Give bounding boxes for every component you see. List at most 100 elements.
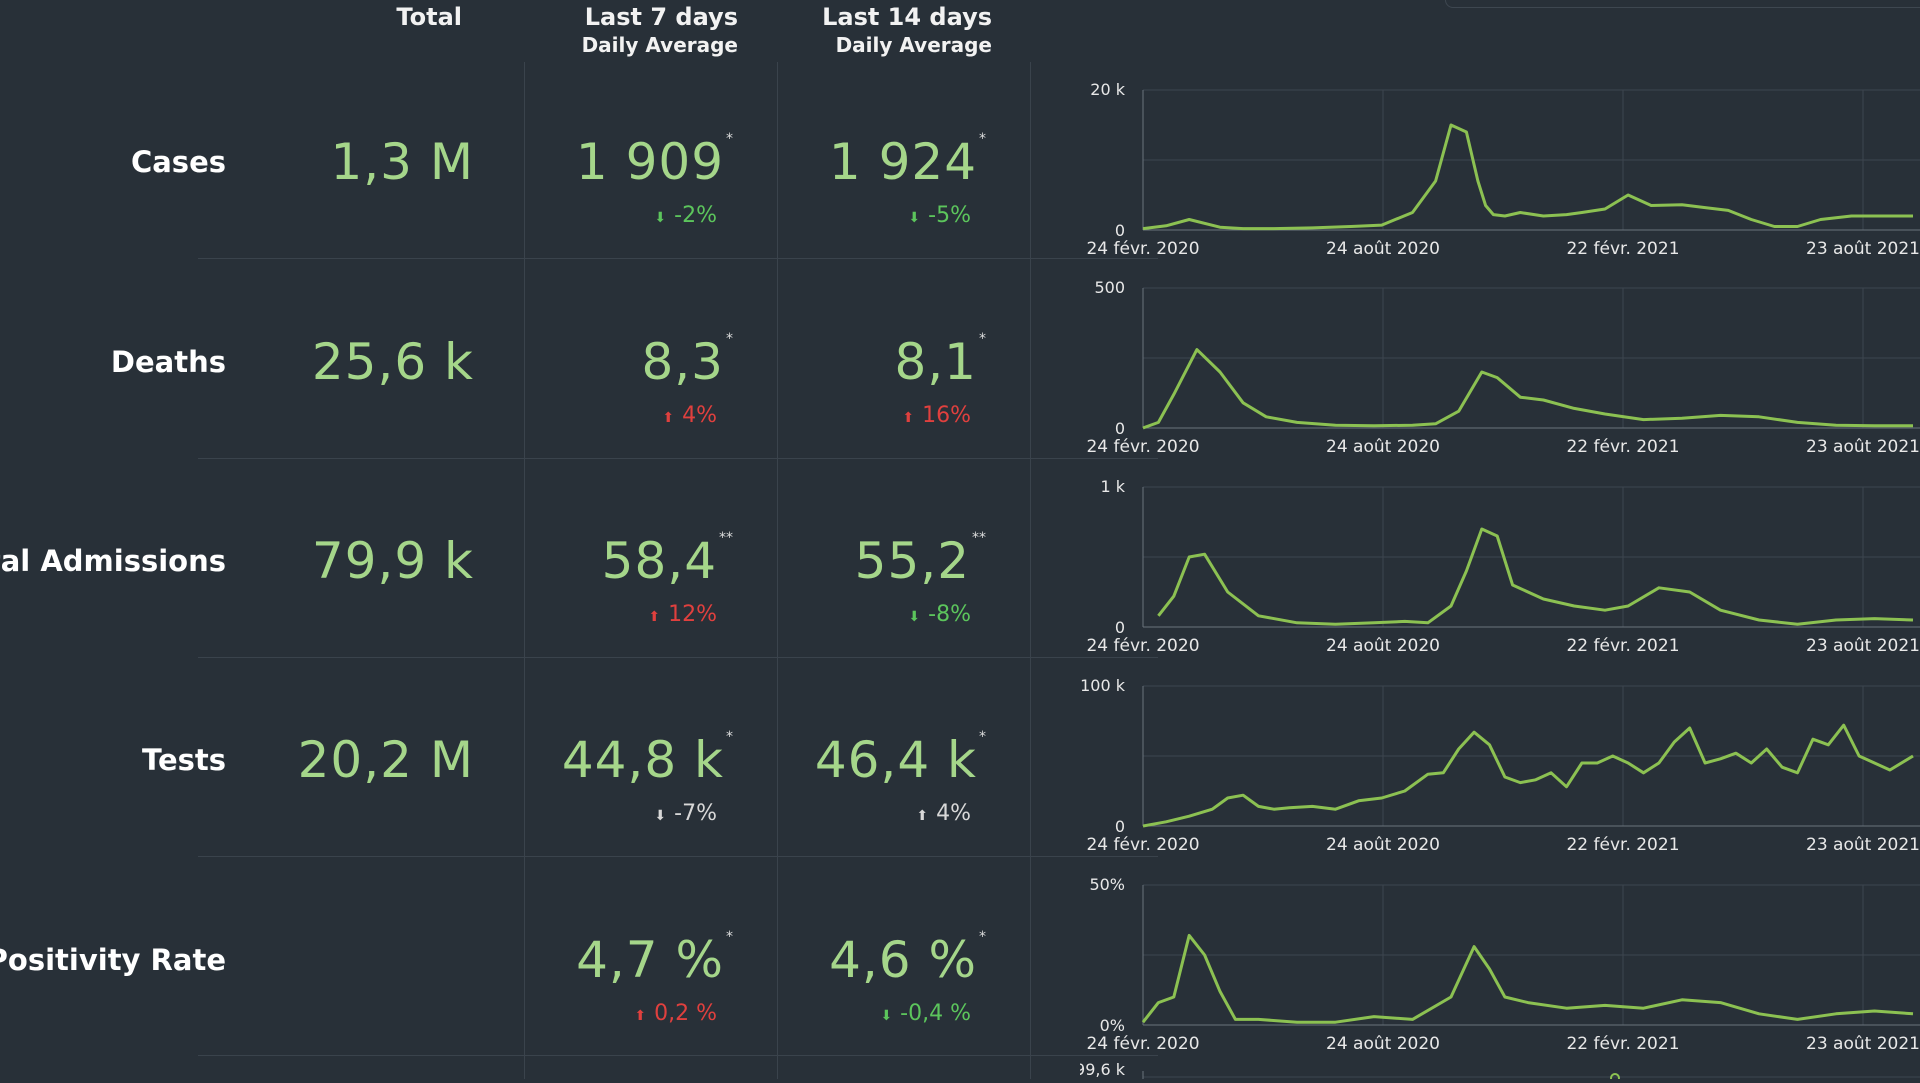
metric-total: 79,9 k bbox=[311, 532, 474, 590]
last7-value: 58,4 ** bbox=[601, 530, 733, 590]
last14-value-text: 55,2 bbox=[854, 532, 970, 590]
x-tick-label: 23 août 2021 bbox=[1806, 636, 1920, 656]
x-tick-label: 24 févr. 2020 bbox=[1086, 437, 1199, 457]
x-tick-label: 24 févr. 2020 bbox=[1086, 636, 1199, 656]
arrow-down-icon: ⬇ bbox=[908, 210, 921, 226]
header-last7-label: Last 7 days bbox=[584, 3, 738, 31]
arrow-down-icon: ⬇ bbox=[908, 609, 921, 625]
last7-value: 8,3 * bbox=[641, 331, 733, 391]
x-tick-label: 23 août 2021 bbox=[1806, 437, 1920, 457]
series-line bbox=[1142, 123, 1913, 231]
last7-change: ⬆ 4% bbox=[662, 403, 717, 428]
series-line bbox=[1141, 933, 1914, 1024]
row-divider bbox=[198, 1055, 1158, 1056]
last7-value: 44,8 k * bbox=[561, 729, 733, 789]
metric-label: Cases bbox=[130, 145, 226, 179]
last14-change: ⬇ -8% bbox=[908, 602, 971, 627]
footnote-marker: ** bbox=[972, 530, 986, 546]
row-divider bbox=[198, 258, 1158, 259]
metric-total: 20,2 M bbox=[297, 731, 474, 789]
arrow-up-icon: ⬆ bbox=[634, 1008, 647, 1024]
arrow-down-icon: ⬇ bbox=[654, 210, 667, 226]
last7-change: ⬆ 12% bbox=[648, 602, 717, 627]
x-tick-label: 24 août 2020 bbox=[1326, 636, 1440, 656]
y-tick-label: 20 k bbox=[1090, 80, 1125, 99]
last7-value-text: 1 909 bbox=[575, 133, 724, 191]
last14-value: 46,4 k * bbox=[814, 729, 986, 789]
grid-divider bbox=[777, 62, 778, 1079]
metric-row: Deaths 25,6 k 8,3 * ⬆ 4% 8,1 * ⬆ 16% bbox=[0, 285, 1920, 485]
last14-change: ⬇ -5% bbox=[908, 203, 971, 228]
x-tick-label: 22 févr. 2021 bbox=[1566, 239, 1679, 259]
footnote-marker: * bbox=[979, 929, 986, 945]
y-tick-label: 0 bbox=[1115, 221, 1125, 240]
x-tick-label: 24 août 2020 bbox=[1326, 835, 1440, 855]
last7-value: 4,7 % * bbox=[576, 929, 733, 989]
last7-change-text: -7% bbox=[674, 801, 717, 826]
header-last14-sub: Daily Average bbox=[835, 33, 992, 57]
x-tick-label: 24 févr. 2020 bbox=[1086, 835, 1199, 855]
series-line bbox=[1157, 527, 1914, 626]
x-tick-label: 23 août 2021 bbox=[1806, 239, 1920, 259]
x-tick-label: 24 août 2020 bbox=[1326, 1034, 1440, 1054]
last14-change-text: -8% bbox=[928, 602, 971, 627]
x-tick-label: 22 févr. 2021 bbox=[1566, 437, 1679, 457]
last14-change: ⬇ -0,4 % bbox=[880, 1001, 971, 1026]
x-tick-label: 22 févr. 2021 bbox=[1566, 636, 1679, 656]
last14-value-text: 1 924 bbox=[828, 133, 977, 191]
last14-value: 55,2 ** bbox=[854, 530, 986, 590]
metric-row: ospital Admissions 79,9 k 58,4** ⬆12% 55… bbox=[0, 484, 1920, 684]
y-tick-label: 0 bbox=[1115, 618, 1125, 637]
last7-change: ⬆ 0,2 % bbox=[634, 1001, 717, 1026]
last14-value: 8,1 * bbox=[894, 331, 986, 391]
footnote-marker: * bbox=[726, 929, 733, 945]
last7-value-text: 8,3 bbox=[641, 333, 724, 391]
last14-value-text: 46,4 k bbox=[814, 731, 977, 789]
arrow-down-icon: ⬇ bbox=[880, 1008, 893, 1024]
x-tick-label: 24 févr. 2020 bbox=[1086, 1034, 1199, 1054]
grid-divider bbox=[524, 62, 525, 1079]
last14-change-text: -0,4 % bbox=[900, 1001, 971, 1026]
last7-value: 1 909 * bbox=[575, 131, 733, 191]
partial-chart: 99,6 k bbox=[1080, 1060, 1920, 1079]
arrow-up-icon: ⬆ bbox=[902, 410, 915, 426]
x-tick-label: 24 août 2020 bbox=[1326, 239, 1440, 259]
last14-change-text: 4% bbox=[936, 801, 971, 826]
x-tick-label: 23 août 2021 bbox=[1806, 1034, 1920, 1054]
y-tick-label: 0 bbox=[1115, 419, 1125, 438]
x-tick-label: 22 févr. 2021 bbox=[1566, 1034, 1679, 1054]
last14-change-text: 16% bbox=[922, 403, 971, 428]
x-tick-label: 24 août 2020 bbox=[1326, 437, 1440, 457]
metric-label: Positivity Rate bbox=[0, 943, 226, 977]
y-tick-label: 500 bbox=[1094, 278, 1125, 297]
last7-change-text: -2% bbox=[674, 203, 717, 228]
last7-change-text: 0,2 % bbox=[654, 1001, 717, 1026]
sparkline-chart: 24 févr. 2020 24 août 2020 22 févr. 2021 23… bbox=[1086, 477, 1920, 656]
metric-label: ospital Admissions bbox=[0, 544, 226, 578]
last14-change-text: -5% bbox=[928, 203, 971, 228]
last7-change-text: 12% bbox=[668, 602, 717, 627]
last7-change-text: 4% bbox=[682, 403, 717, 428]
metric-row: Cases 1,3 M 1 909 * ⬇ -2% 1 924 * ⬇ -5% bbox=[0, 85, 1920, 285]
row-divider bbox=[198, 856, 1158, 857]
last7-change: ⬇ -7% bbox=[654, 801, 717, 826]
arrow-up-icon: ⬆ bbox=[648, 609, 661, 625]
last14-value-text: 8,1 bbox=[894, 333, 977, 391]
header-last7-sub: Daily Average bbox=[581, 33, 738, 57]
column-header-total: Total bbox=[396, 2, 462, 32]
last7-value-text: 44,8 k bbox=[561, 731, 724, 789]
column-header-last7: Last 7 days Daily Average bbox=[582, 2, 738, 58]
metric-label: Deaths bbox=[110, 345, 226, 379]
y-tick-label: 100 k bbox=[1080, 676, 1126, 695]
arrow-up-icon: ⬆ bbox=[916, 808, 929, 824]
metric-row: Tests 20,2 M 44,8 k * ⬇ -7% 46,4 k * ⬆ 4% bbox=[0, 683, 1920, 883]
y-tick-label: 1 k bbox=[1100, 477, 1125, 496]
footnote-marker: ** bbox=[719, 530, 733, 546]
y-tick-label: 0 bbox=[1115, 817, 1125, 836]
metric-label: Tests bbox=[142, 743, 226, 777]
last14-value: 1 924 * bbox=[828, 131, 986, 191]
x-tick-label: 23 août 2021 bbox=[1806, 835, 1920, 855]
series-line bbox=[1142, 348, 1913, 430]
last7-value-text: 58,4 bbox=[601, 532, 717, 590]
footnote-marker: * bbox=[979, 729, 986, 745]
